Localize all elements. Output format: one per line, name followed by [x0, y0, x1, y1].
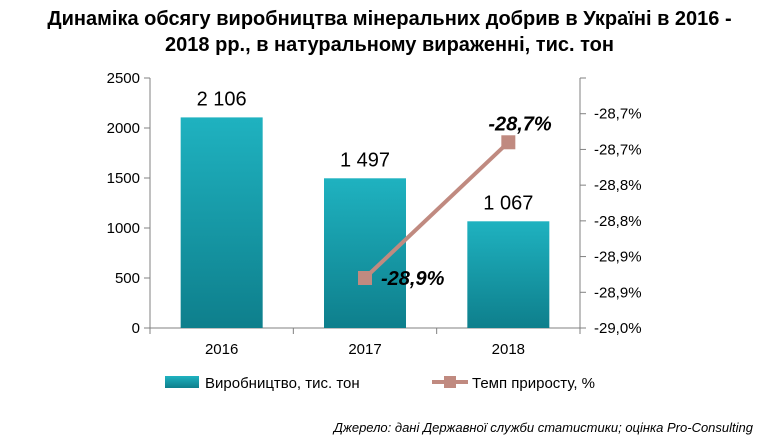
- left-axis-tick-label: 2500: [107, 70, 140, 87]
- bar-data-label: 1 067: [483, 192, 533, 214]
- legend-line-marker: [444, 376, 456, 388]
- left-axis-tick-label: 1500: [107, 170, 140, 187]
- right-axis-tick-label: -28,8%: [594, 213, 642, 230]
- right-axis-tick-label: -28,7%: [594, 106, 642, 123]
- legend-bar-swatch: [165, 376, 199, 388]
- right-axis-tick-label: -28,8%: [594, 177, 642, 194]
- legend-bar-label: Виробництво, тис. тон: [205, 375, 360, 392]
- growth-rate-data-label: -28,9%: [381, 268, 445, 290]
- right-axis-tick-label: -28,9%: [594, 284, 642, 301]
- right-axis-tick-label: -29,0%: [594, 320, 642, 337]
- chart-title-line-1: Динаміка обсягу виробництва мінеральних …: [47, 8, 732, 30]
- chart-title-line-2: 2018 рр., в натуральному вираженні, тис.…: [165, 34, 614, 56]
- x-axis-tick-label: 2017: [348, 341, 381, 358]
- bar-2016: [180, 117, 263, 329]
- source-note: Джерело: дані Державної служби статистик…: [333, 420, 753, 435]
- left-axis-tick-label: 500: [115, 270, 140, 287]
- growth-rate-data-label: -28,7%: [488, 113, 552, 135]
- legend-line-label: Темп приросту, %: [472, 375, 595, 392]
- growth-rate-line: [363, 140, 510, 280]
- left-axis-tick-label: 1000: [107, 220, 140, 237]
- bar-data-label: 2 106: [197, 88, 247, 110]
- chart-title: Динаміка обсягу виробництва мінеральних …: [0, 6, 779, 58]
- growth-rate-marker: [358, 271, 372, 285]
- bar-2018: [467, 221, 550, 328]
- right-axis-tick-label: -28,7%: [594, 141, 642, 158]
- left-axis-tick-label: 0: [132, 320, 140, 337]
- x-axis-tick-label: 2018: [492, 341, 525, 358]
- growth-rate-marker: [501, 135, 516, 150]
- left-axis-tick-label: 2000: [107, 120, 140, 137]
- bar-data-label: 1 497: [340, 149, 390, 171]
- x-axis-tick-label: 2016: [205, 341, 238, 358]
- right-axis-tick-label: -28,9%: [594, 249, 642, 266]
